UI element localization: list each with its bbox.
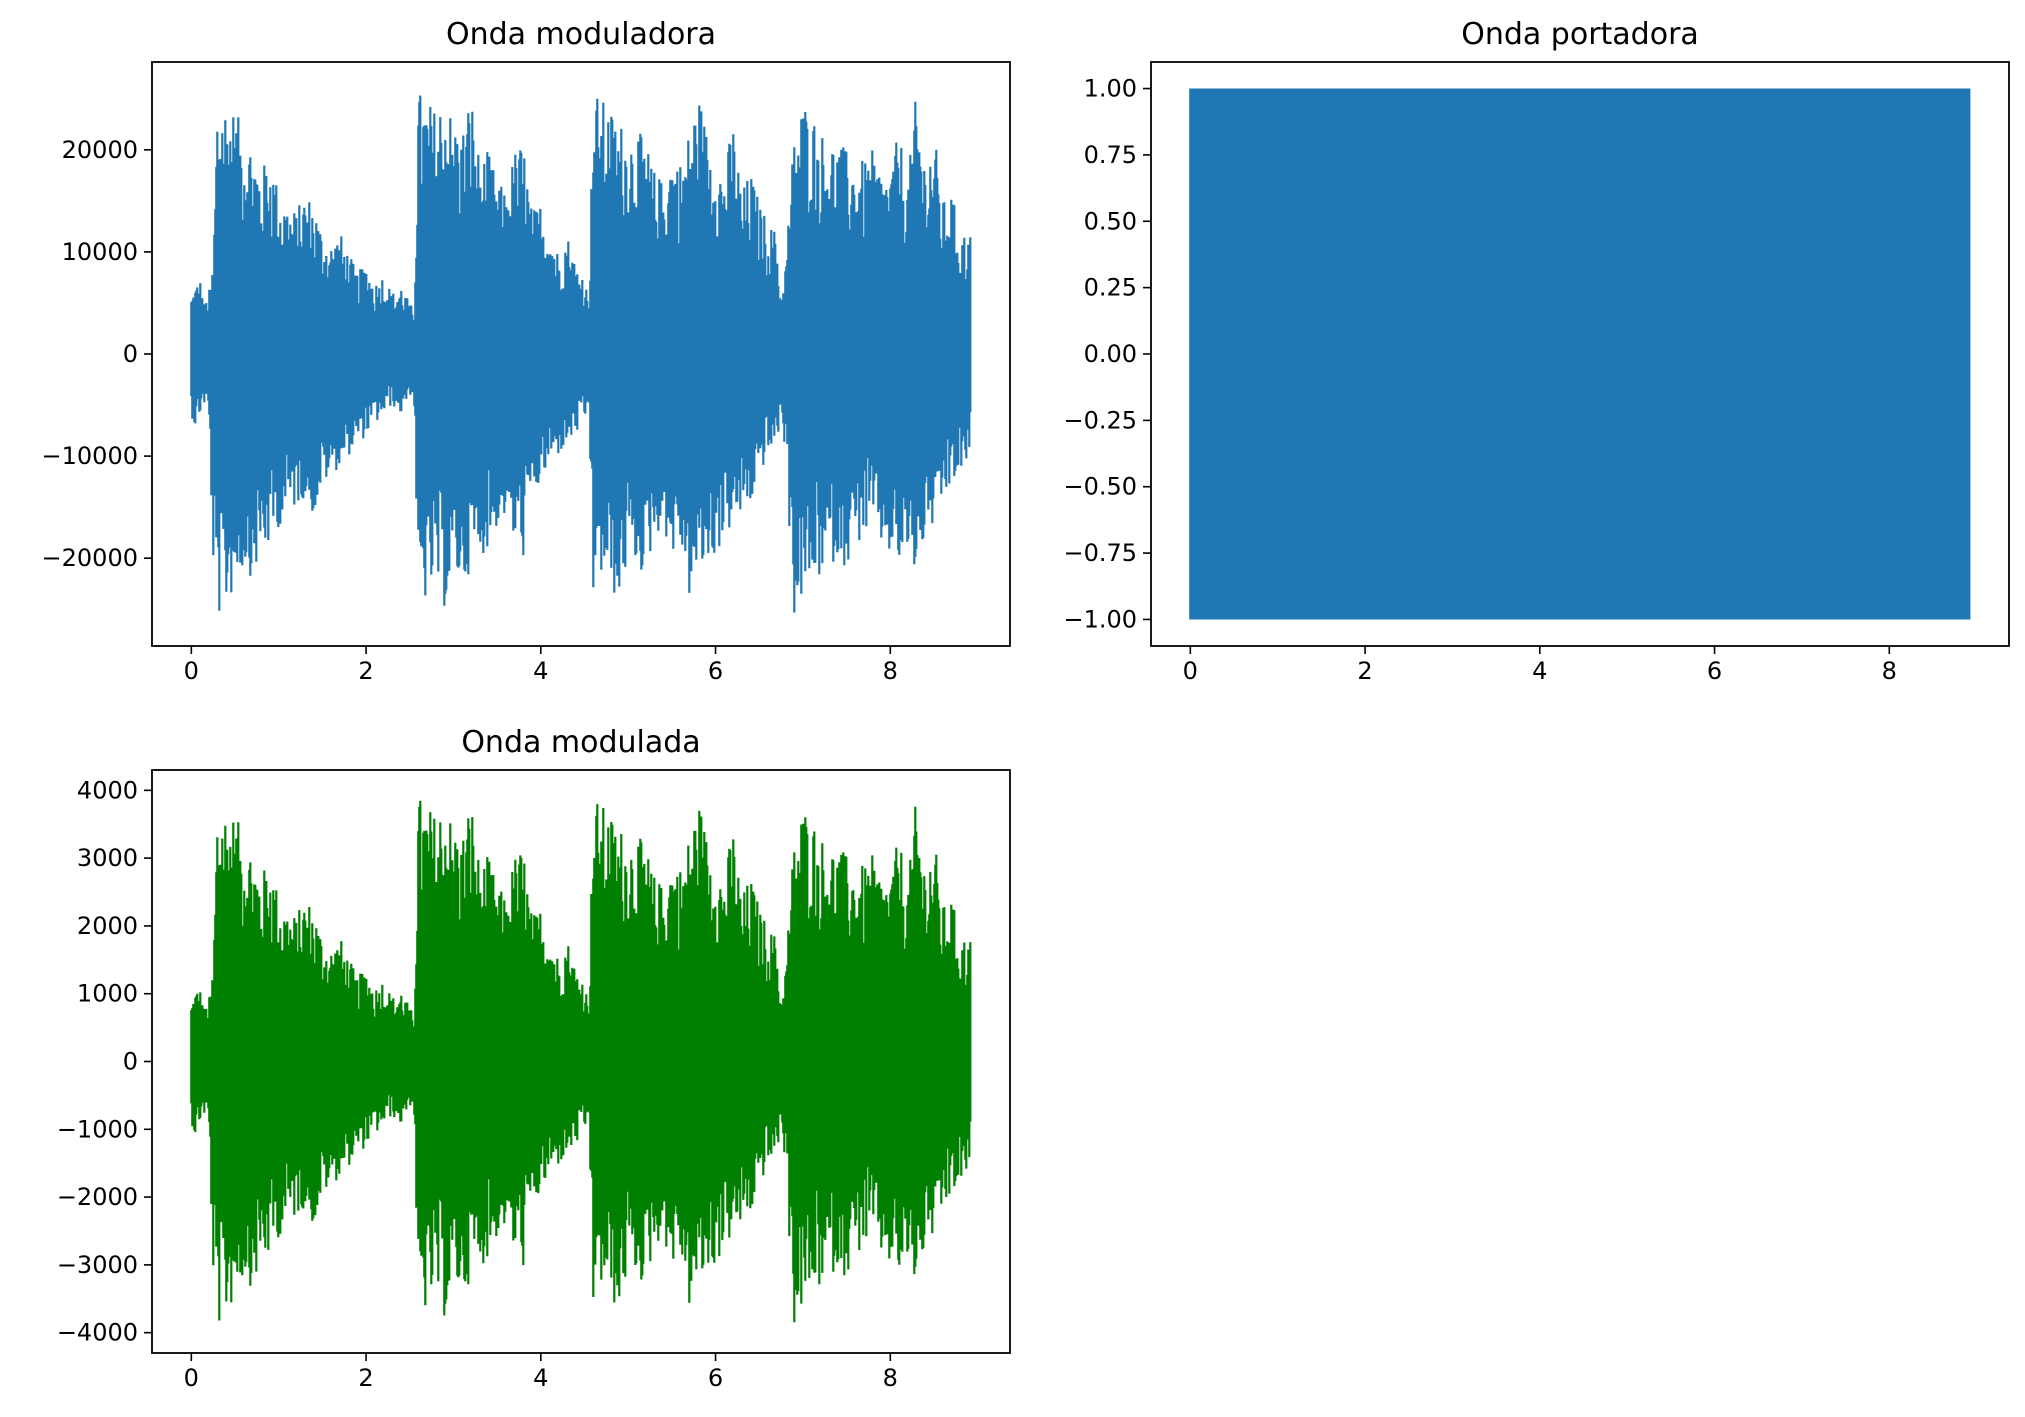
x-tick-label: 6 [708, 1364, 723, 1392]
tick-layer: 0 2 4 6 8 −20000 −10000 0 10000 20000 [42, 136, 898, 685]
y-tick-label: −0.50 [1063, 473, 1137, 501]
x-tick-label: 4 [1532, 657, 1547, 685]
y-tick-label: −10000 [42, 442, 138, 470]
x-tick-label: 2 [358, 657, 373, 685]
x-tick-label: 0 [184, 657, 199, 685]
x-tick-label: 0 [1183, 657, 1198, 685]
x-tick-label: 0 [184, 1364, 199, 1392]
subplot-title: Onda portadora [1461, 17, 1699, 52]
y-tick-label: 0.25 [1084, 274, 1137, 302]
y-tick-label: 0.50 [1084, 207, 1137, 235]
x-tick-label: 2 [358, 1364, 373, 1392]
y-tick-label: 2000 [77, 912, 138, 940]
series-line [190, 95, 972, 613]
y-tick-label: −4000 [57, 1319, 138, 1347]
y-tick-label: 0.00 [1084, 340, 1137, 368]
y-tick-label: −3000 [57, 1251, 138, 1279]
subplot-onda-moduladora: Onda moduladora 0 2 4 6 8 −20000 −10000 0 10000 2… [42, 17, 1011, 685]
y-tick-label: 0 [123, 1048, 138, 1076]
x-tick-label: 8 [883, 1364, 898, 1392]
y-tick-label: −0.25 [1063, 406, 1137, 434]
y-tick-label: 20000 [62, 136, 138, 164]
axes-frame [1150, 61, 2010, 647]
series-line [190, 800, 972, 1323]
y-tick-label: −1.00 [1063, 605, 1137, 633]
axes-frame [151, 769, 1011, 1354]
x-tick-label: 6 [1707, 657, 1722, 685]
x-tick-label: 6 [708, 657, 723, 685]
y-tick-label: 4000 [77, 776, 138, 804]
series-layer [1189, 88, 1971, 620]
axes-frame [151, 61, 1011, 647]
y-tick-label: 10000 [62, 238, 138, 266]
y-tick-label: 0 [123, 340, 138, 368]
subplot-onda-portadora: Onda portadora 0 2 4 6 8 −1.00 −0.75 −0.50 −0.25… [1063, 17, 2010, 685]
tick-layer: 0 2 4 6 8 −1.00 −0.75 −0.50 −0.25 0.00 0.25 0.50 0.7… [1063, 75, 1896, 685]
x-tick-label: 8 [1882, 657, 1897, 685]
y-tick-label: −2000 [57, 1183, 138, 1211]
x-tick-label: 4 [533, 657, 548, 685]
y-tick-label: −1000 [57, 1115, 138, 1143]
y-tick-label: −20000 [42, 544, 138, 572]
x-tick-label: 8 [883, 657, 898, 685]
x-tick-label: 4 [533, 1364, 548, 1392]
subplot-title: Onda moduladora [446, 17, 716, 52]
series-layer [190, 95, 972, 613]
series-line [1189, 88, 1971, 620]
y-tick-label: −0.75 [1063, 539, 1137, 567]
y-tick-label: 0.75 [1084, 141, 1137, 169]
y-tick-label: 1.00 [1084, 75, 1137, 103]
subplot-title: Onda modulada [461, 725, 700, 760]
series-layer [190, 800, 972, 1323]
tick-layer: 0 2 4 6 8 −4000 −3000 −2000 −1000 0 1000 2000 3000 40… [57, 776, 898, 1392]
y-tick-label: 1000 [77, 980, 138, 1008]
x-tick-label: 2 [1357, 657, 1372, 685]
subplot-onda-modulada: Onda modulada 0 2 4 6 8−4000−3000−2000−10000… [57, 725, 1011, 1392]
y-tick-label: 3000 [77, 844, 138, 872]
